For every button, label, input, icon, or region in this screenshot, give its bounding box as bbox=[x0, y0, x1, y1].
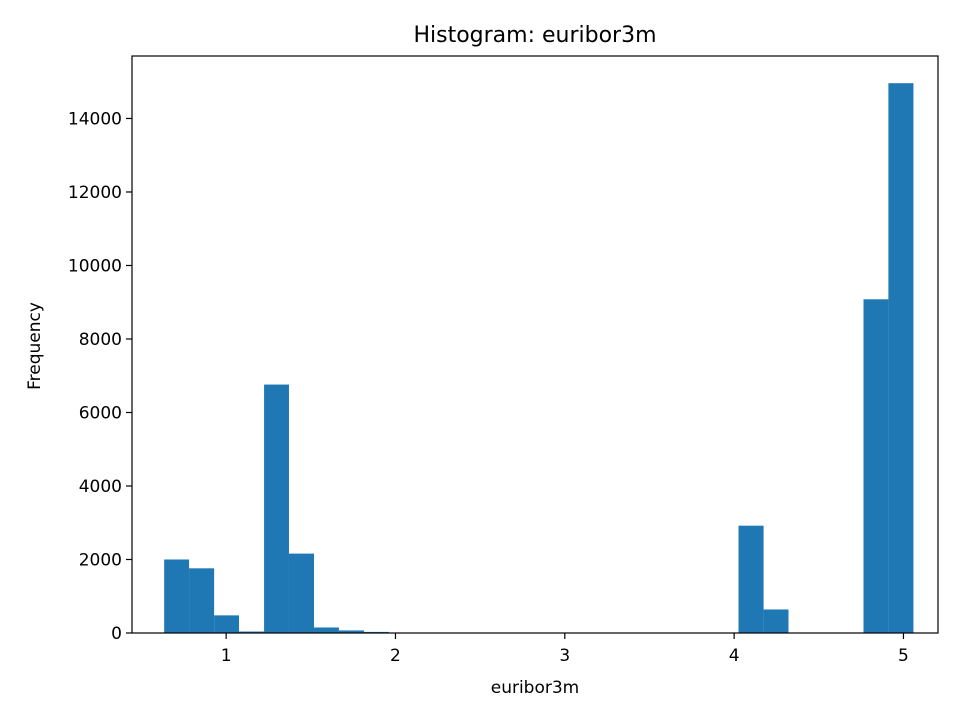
bars-group bbox=[164, 83, 914, 634]
y-tick-label-5: 10000 bbox=[68, 256, 122, 276]
y-tick-label-1: 2000 bbox=[79, 550, 122, 570]
histogram-bar-6 bbox=[314, 627, 339, 633]
histogram-bar-23 bbox=[738, 525, 764, 633]
histogram-bar-7 bbox=[338, 630, 364, 633]
y-tick-label-4: 8000 bbox=[79, 330, 122, 350]
x-tick-label-2: 3 bbox=[559, 646, 570, 666]
chart-title: Histogram: euribor3m bbox=[413, 23, 656, 48]
x-tick-label-0: 1 bbox=[221, 646, 232, 666]
histogram-bar-4 bbox=[264, 384, 289, 633]
histogram-bar-3 bbox=[239, 631, 265, 633]
x-axis-ticks: 1 2 3 4 5 bbox=[221, 633, 909, 666]
y-axis-ticks: 0 2000 4000 6000 8000 10000 12000 14000 bbox=[68, 109, 132, 644]
histogram-bar-1 bbox=[189, 568, 215, 633]
y-tick-label-6: 12000 bbox=[68, 183, 122, 203]
y-axis-label: Frequency bbox=[25, 302, 45, 390]
histogram-bar-5 bbox=[288, 553, 315, 633]
x-axis-label: euribor3m bbox=[491, 678, 580, 698]
histogram-bar-2 bbox=[214, 615, 240, 633]
histogram-bar-24 bbox=[763, 609, 789, 633]
histogram-bar-28 bbox=[863, 299, 889, 633]
histogram-bar-0 bbox=[164, 559, 190, 633]
y-tick-label-3: 6000 bbox=[79, 403, 122, 423]
plot-frame bbox=[131, 55, 939, 634]
x-tick-label-4: 5 bbox=[898, 646, 909, 666]
y-tick-label-0: 0 bbox=[111, 624, 122, 644]
y-tick-label-7: 14000 bbox=[68, 109, 122, 129]
histogram-bar-29 bbox=[888, 83, 914, 634]
x-tick-label-3: 4 bbox=[729, 646, 740, 666]
y-tick-label-2: 4000 bbox=[79, 477, 122, 497]
x-tick-label-1: 2 bbox=[390, 646, 401, 666]
